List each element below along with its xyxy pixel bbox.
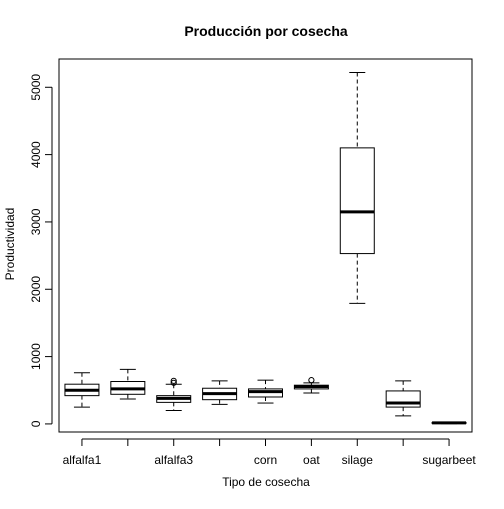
y-tick-label: 1000 [29,343,43,370]
outlier-point [308,377,315,384]
box-alfalfa4 [202,380,238,405]
x-tick-label: alfalfa1 [63,453,102,467]
chart-title: Producción por cosecha [184,23,348,39]
y-axis-label: Productividad [3,208,17,281]
y-tick-label: 2000 [29,276,43,303]
x-tick-label: silage [342,453,374,467]
y-axis: 0 1000 2000 3000 4000 5000 [29,74,53,427]
x-axis: alfalfa1 alfalfa3 corn oat silage sugarbeet [63,438,476,467]
box-silage [339,71,375,304]
box-alfalfa1 [64,372,100,408]
x-axis-label: Tipo de cosecha [222,475,310,489]
x-tick-label: alfalfa3 [154,453,193,467]
box-oat [293,377,329,394]
y-tick-label: 4000 [29,141,43,168]
plot-frame [58,58,473,433]
y-tick-label: 5000 [29,74,43,101]
outlier-point [170,377,177,384]
x-tick-label: corn [254,453,277,467]
box-alfalfa2 [110,368,146,400]
box-soy [385,380,421,417]
x-tick-label: sugarbeet [422,453,476,467]
outlier-point [170,379,177,386]
iqr-box [339,147,375,255]
box-sugarbeet [431,421,467,425]
y-tick-label: 3000 [29,208,43,235]
box-alfalfa3 [156,377,192,411]
box-series [64,71,467,425]
box-corn [248,379,283,404]
y-tick-label: 0 [29,420,43,427]
iqr-box [385,390,421,408]
x-tick-label: oat [303,453,320,467]
